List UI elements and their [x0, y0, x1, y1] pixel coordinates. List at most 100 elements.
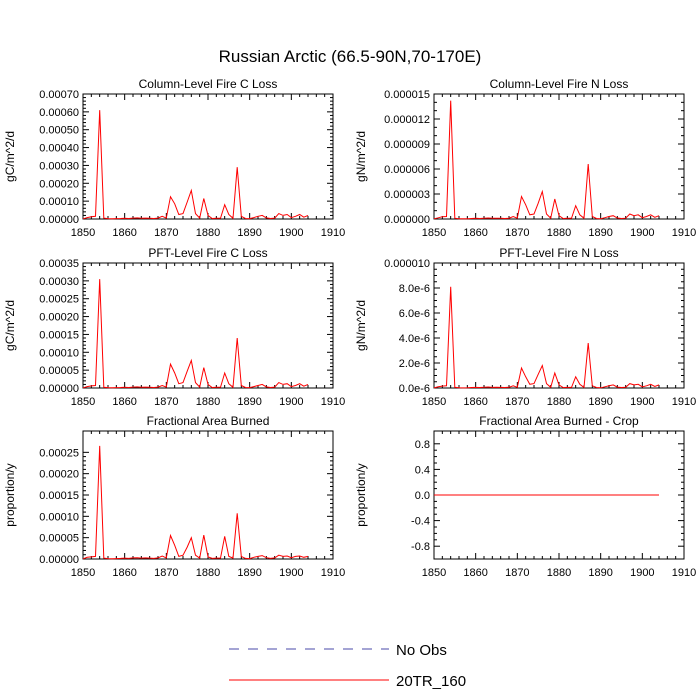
y-axis-label: gC/m^2/d	[3, 300, 17, 351]
y-tick-label: 0.00000	[39, 383, 79, 395]
y-tick-label: 0.00015	[39, 329, 79, 341]
x-tick-label: 1870	[505, 567, 529, 579]
x-tick-label: 1850	[71, 567, 95, 579]
series-line-20tr-160	[82, 279, 309, 389]
panel-6: Fractional Area Burned - Crop proportion/…	[354, 414, 696, 579]
panel-title: PFT-Level Fire N Loss	[499, 246, 618, 260]
legend-label-no-obs: No Obs	[396, 642, 447, 659]
y-tick-label: 0.000000	[384, 214, 430, 226]
y-tick-label: 0.00000	[39, 214, 79, 226]
y-tick-label: 0.00030	[39, 276, 79, 288]
y-tick-label: 0.0e-6	[399, 383, 430, 395]
y-tick-label: 0.00020	[39, 178, 79, 190]
panels: Column-Level Fire C Loss gC/m^2/d 1850 1860…	[3, 77, 696, 579]
y-axis-label: proportion/y	[354, 463, 368, 526]
y-tick-label: 0.000010	[384, 258, 430, 270]
x-tick-label: 1890	[588, 227, 612, 239]
y-tick-label: 0.00010	[39, 347, 79, 359]
panel-title: Column-Level Fire C Loss	[139, 77, 278, 91]
x-tick-label: 1890	[588, 396, 612, 408]
y-tick-label: 0.000009	[384, 139, 430, 151]
x-tick-label: 1880	[547, 567, 571, 579]
x-tick-label: 1910	[321, 567, 345, 579]
x-tick-label: 1910	[672, 567, 696, 579]
y-axis-label: gN/m^2/d	[354, 131, 368, 182]
x-tick-label: 1880	[196, 396, 220, 408]
y-tick-label: 0.00035	[39, 258, 79, 270]
y-tick-label: 0.00050	[39, 125, 79, 137]
x-tick-label: 1860	[463, 227, 487, 239]
x-tick-label: 1910	[321, 396, 345, 408]
y-tick-label: 0.00070	[39, 89, 79, 101]
x-tick-label: 1870	[505, 227, 529, 239]
y-tick-label: -0.4	[411, 516, 430, 528]
panel-1: Column-Level Fire C Loss gC/m^2/d 1850 1860…	[3, 77, 345, 239]
x-tick-label: 1900	[279, 227, 303, 239]
x-tick-label: 1880	[547, 227, 571, 239]
y-axis-label: gN/m^2/d	[354, 300, 368, 351]
y-tick-label: 4.0e-6	[399, 333, 430, 345]
y-tick-label: 0.00005	[39, 365, 79, 377]
panel-3: PFT-Level Fire C Loss gC/m^2/d 1850 1860 187…	[3, 246, 345, 408]
x-tick-label: 1880	[196, 567, 220, 579]
y-axis-label: proportion/y	[3, 463, 17, 526]
x-tick-label: 1850	[422, 227, 446, 239]
y-tick-label: 0.00020	[39, 469, 79, 481]
y-tick-label: 0.00025	[39, 294, 79, 306]
y-axis-label: gC/m^2/d	[3, 131, 17, 182]
y-tick-label: 0.00040	[39, 143, 79, 155]
x-tick-label: 1890	[588, 567, 612, 579]
x-tick-label: 1860	[112, 396, 136, 408]
x-tick-label: 1860	[112, 227, 136, 239]
x-tick-label: 1890	[237, 396, 261, 408]
figure-title: Russian Arctic (66.5-90N,70-170E)	[219, 47, 482, 66]
x-tick-label: 1850	[422, 396, 446, 408]
x-tick-label: 1900	[279, 567, 303, 579]
panel-title: Fractional Area Burned	[147, 414, 270, 428]
series-line-20tr-160	[82, 110, 309, 220]
y-tick-label: 0.00010	[39, 511, 79, 523]
panel-4: PFT-Level Fire N Loss gN/m^2/d 1850 1860 187…	[354, 246, 696, 408]
x-tick-label: 1860	[463, 567, 487, 579]
series-line-20tr-160	[82, 445, 309, 560]
y-tick-label: 0.0	[415, 490, 430, 502]
y-tick-label: 0.00020	[39, 312, 79, 324]
panel-2: Column-Level Fire N Loss gN/m^2/d 1850 1860…	[354, 77, 696, 239]
y-tick-label: 0.000015	[384, 89, 430, 101]
y-tick-label: 0.00060	[39, 107, 79, 119]
x-tick-label: 1870	[154, 396, 178, 408]
panel-title: PFT-Level Fire C Loss	[148, 246, 267, 260]
x-tick-label: 1880	[196, 227, 220, 239]
x-tick-label: 1910	[672, 396, 696, 408]
y-tick-label: 0.00025	[39, 447, 79, 459]
x-tick-label: 1900	[279, 396, 303, 408]
y-tick-label: 0.00010	[39, 196, 79, 208]
x-tick-label: 1870	[154, 227, 178, 239]
y-tick-label: 0.4	[415, 464, 430, 476]
y-tick-label: 0.00030	[39, 160, 79, 172]
x-tick-label: 1860	[463, 396, 487, 408]
x-tick-label: 1880	[547, 396, 571, 408]
y-tick-label: 0.8	[415, 439, 430, 451]
y-tick-label: 0.00015	[39, 490, 79, 502]
x-tick-label: 1900	[630, 396, 654, 408]
x-tick-label: 1850	[71, 396, 95, 408]
y-tick-label: -0.8	[411, 541, 430, 553]
x-tick-label: 1910	[321, 227, 345, 239]
x-tick-label: 1910	[672, 227, 696, 239]
y-tick-label: 0.000012	[384, 114, 430, 126]
panel-5: Fractional Area Burned proportion/y 1850 18…	[3, 414, 345, 579]
y-tick-label: 0.000003	[384, 189, 430, 201]
x-tick-label: 1870	[505, 396, 529, 408]
panel-title: Column-Level Fire N Loss	[490, 77, 629, 91]
x-tick-label: 1890	[237, 227, 261, 239]
x-tick-label: 1870	[154, 567, 178, 579]
y-tick-label: 6.0e-6	[399, 308, 430, 320]
panel-title: Fractional Area Burned - Crop	[479, 414, 639, 428]
legend: No Obs 20TR_160	[229, 642, 466, 690]
y-tick-label: 0.00005	[39, 533, 79, 545]
y-tick-label: 2.0e-6	[399, 358, 430, 370]
legend-label-20tr-160: 20TR_160	[396, 673, 466, 690]
